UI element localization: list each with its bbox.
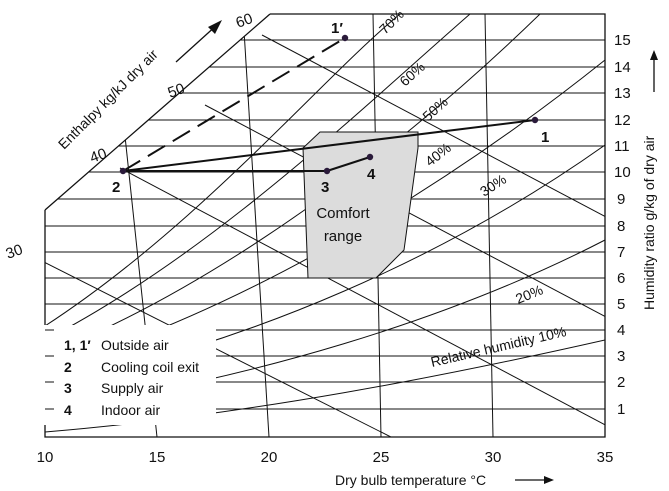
hr-tick-6: 6 [617,270,625,287]
point-label-4: 4 [367,166,376,183]
process-line-2-1 [122,119,536,172]
enthalpy-arrow-icon [175,20,222,63]
legend-text-2: Cooling coil exit [101,359,199,375]
db-tick-35: 35 [597,449,614,466]
rh-label-40: 40% [422,139,454,169]
hr-axis-label: Humidity ratio g/kg of dry air [641,135,657,310]
hr-tick-8: 8 [617,218,625,235]
state-point-1 [531,116,539,124]
hr-tick-11: 11 [614,138,630,155]
enthalpy-tick-30: 30 [4,241,25,263]
point-label-1p: 1′ [331,20,343,37]
rh-label-30: 30% [477,171,509,200]
db-axis-label: Dry bulb temperature °C [335,472,486,488]
legend-key-3: 3 [64,380,72,396]
enthalpy-line-30 [45,254,501,437]
state-point-3 [323,167,331,175]
enthalpy-line-40 [119,167,605,437]
hr-tick-7: 7 [617,244,625,261]
point-label-2: 2 [112,179,120,196]
hr-arrow-icon [650,50,658,92]
hr-tick-12: 12 [614,112,631,129]
db-tick-30: 30 [485,449,502,466]
db-tick-10: 10 [37,449,54,466]
legend-key-2: 2 [64,359,72,375]
hr-tick-2: 2 [617,374,625,391]
hr-tick-1: 1 [617,401,625,418]
legend-key-4: 4 [64,402,72,418]
hr-tick-14: 14 [614,59,631,76]
rh-label-70: 70% [376,6,407,37]
enthalpy-line-60 [261,34,605,236]
enthalpy-axis-label: Enthalpy kg/kJ dry air [55,46,161,152]
process-line-3-4 [326,156,371,172]
hr-tick-5: 5 [617,296,625,313]
state-points [119,34,539,175]
comfort-label-line2: range [324,228,362,245]
hr-tick-3: 3 [617,348,625,365]
enthalpy-tick-50: 50 [166,80,187,102]
process-lines [122,37,536,172]
hr-tick-10: 10 [614,164,631,181]
legend-key-1: 1, 1′ [64,337,91,353]
db-tick-25: 25 [373,449,390,466]
point-label-3: 3 [321,179,329,196]
process-line-2-1p [122,37,346,172]
legend: 1, 1′ Outside air 2 Cooling coil exit 3 … [38,325,216,425]
rh-label-60: 60% [396,59,428,90]
legend-text-3: Supply air [101,380,164,396]
saturation-curve [44,13,271,211]
db-tick-15: 15 [149,449,166,466]
enthalpy-tick-60: 60 [234,10,255,32]
point-label-1: 1 [541,129,549,146]
legend-text-1: Outside air [101,337,169,353]
legend-box [38,325,216,425]
hr-tick-15: 15 [614,32,631,49]
state-point-1p [341,34,349,42]
db-tick-20: 20 [261,449,278,466]
rh-curve-60 [45,14,471,341]
state-point-2 [119,167,127,175]
state-point-4 [366,153,374,161]
comfort-label-line1: Comfort [316,205,370,222]
hr-tick-13: 13 [614,85,631,102]
enthalpy-line-50 [204,104,605,336]
rh-curve-70 [45,14,401,327]
legend-text-4: Indoor air [101,402,160,418]
enthalpy-tick-40: 40 [88,145,109,167]
hr-tick-9: 9 [617,191,625,208]
db-arrow-icon [515,476,554,484]
hr-tick-4: 4 [617,322,625,339]
rh-label-20: 20% [513,281,545,306]
